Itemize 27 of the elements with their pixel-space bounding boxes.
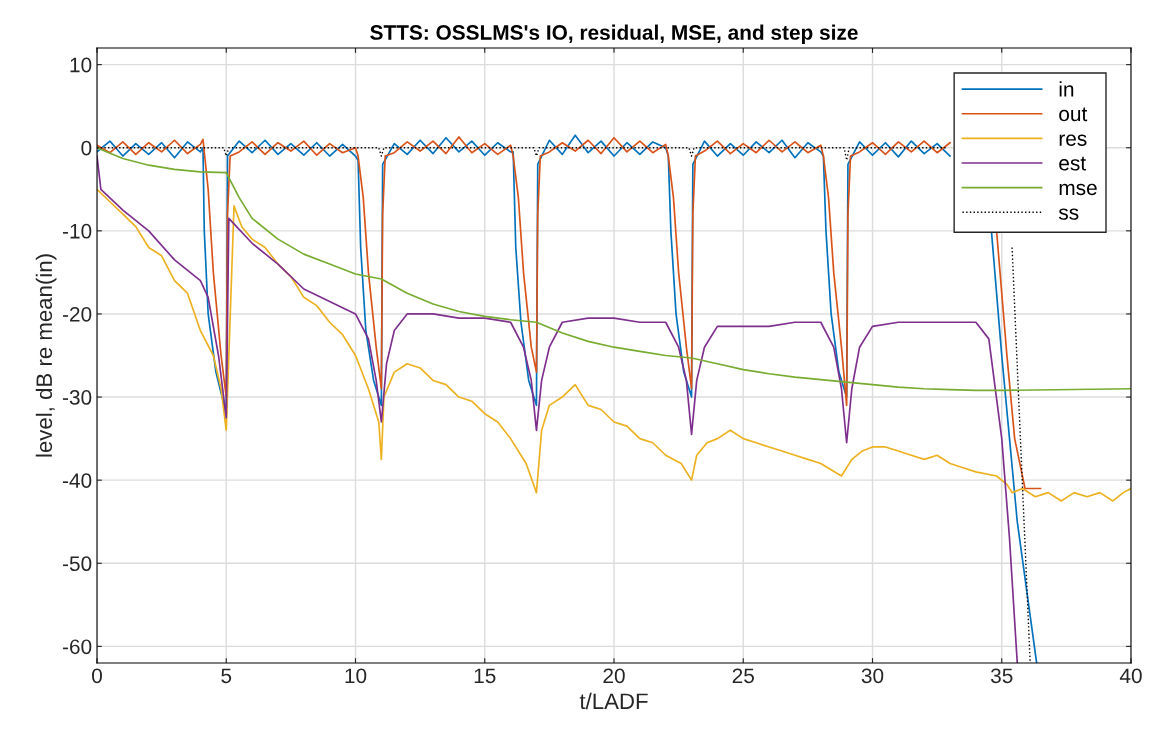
y-tick-label: -40 — [62, 473, 92, 488]
chart-title: STTS: OSSLMS's IO, residual, MSE, and step size — [370, 24, 858, 44]
y-tick-label: -50 — [62, 556, 92, 572]
legend-label: out — [1059, 107, 1088, 122]
x-tick-label: 10 — [345, 668, 367, 684]
y-tick-label: -10 — [62, 223, 92, 239]
x-tick-label: 20 — [603, 668, 625, 684]
y-tick-label: -20 — [62, 306, 92, 322]
y-tick-label: 10 — [70, 57, 92, 73]
y-axis-title: level, dB re mean(in) — [35, 254, 57, 457]
legend-label: in — [1059, 81, 1074, 97]
x-tick-label: 30 — [861, 668, 884, 684]
y-tick-label: 0 — [81, 140, 92, 156]
x-tick-label: 0 — [92, 668, 102, 684]
legend-label: ss — [1058, 208, 1079, 220]
legend-label: res — [1059, 134, 1087, 146]
x-tick-label: 35 — [990, 668, 1013, 684]
line-series — [97, 146, 1131, 392]
legend-label: mse — [1059, 183, 1097, 196]
legend-label: est — [1059, 156, 1086, 171]
x-tick-label: 5 — [221, 668, 232, 684]
x-axis-title: t/LADF — [579, 692, 648, 710]
x-tick-label: 15 — [474, 668, 496, 684]
x-tick-label: 25 — [732, 668, 754, 684]
y-tick-label: -60 — [62, 639, 92, 655]
x-tick-label: 40 — [1119, 668, 1142, 684]
y-tick-label: -30 — [62, 390, 92, 405]
